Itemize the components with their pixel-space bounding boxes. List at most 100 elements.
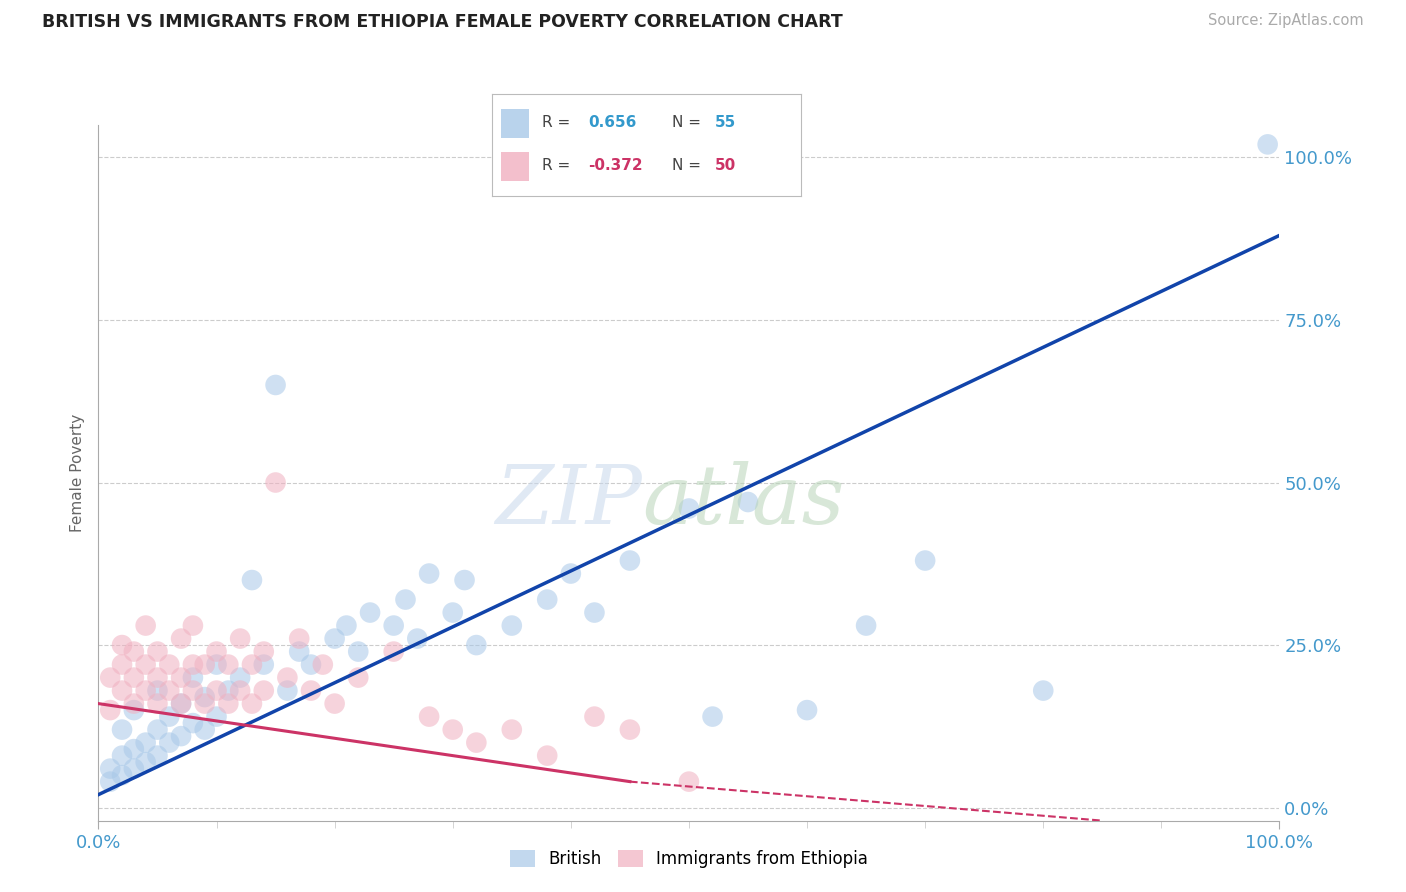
Point bbox=[288, 644, 311, 658]
Point bbox=[98, 762, 121, 776]
Point bbox=[560, 566, 582, 581]
Text: N =: N = bbox=[672, 115, 706, 130]
Point bbox=[181, 657, 204, 672]
Point bbox=[253, 683, 276, 698]
Point bbox=[335, 618, 357, 632]
Point bbox=[146, 671, 169, 685]
Point bbox=[122, 671, 145, 685]
Point bbox=[146, 697, 169, 711]
Point bbox=[347, 671, 370, 685]
Point bbox=[205, 709, 228, 723]
Point bbox=[135, 736, 157, 750]
Point bbox=[170, 729, 193, 743]
Point bbox=[135, 683, 157, 698]
Point bbox=[146, 683, 169, 698]
Point bbox=[240, 657, 263, 672]
Point bbox=[157, 709, 180, 723]
Point bbox=[157, 736, 180, 750]
Point bbox=[583, 709, 606, 723]
Y-axis label: Female Poverty: Female Poverty bbox=[70, 414, 86, 532]
Point bbox=[194, 690, 217, 704]
Point bbox=[619, 723, 641, 737]
Point bbox=[441, 606, 464, 620]
Point bbox=[264, 475, 287, 490]
Point bbox=[181, 618, 204, 632]
Point bbox=[229, 683, 252, 698]
Point bbox=[98, 703, 121, 717]
Point bbox=[122, 762, 145, 776]
Point bbox=[299, 683, 322, 698]
Point bbox=[194, 697, 217, 711]
Point bbox=[418, 709, 440, 723]
Point bbox=[619, 553, 641, 567]
Point bbox=[122, 703, 145, 717]
Point bbox=[501, 618, 523, 632]
Point bbox=[323, 632, 346, 646]
Point bbox=[170, 671, 193, 685]
Text: 50: 50 bbox=[714, 158, 737, 173]
Text: R =: R = bbox=[541, 115, 575, 130]
Point bbox=[111, 768, 134, 782]
Point bbox=[536, 748, 558, 763]
Point bbox=[217, 657, 239, 672]
Point bbox=[146, 723, 169, 737]
Point bbox=[98, 671, 121, 685]
Point bbox=[678, 774, 700, 789]
Point bbox=[394, 592, 416, 607]
Point bbox=[135, 618, 157, 632]
Point bbox=[205, 644, 228, 658]
Point bbox=[146, 644, 169, 658]
Point bbox=[276, 683, 298, 698]
Text: -0.372: -0.372 bbox=[588, 158, 643, 173]
Text: atlas: atlas bbox=[641, 460, 844, 541]
Text: 0.656: 0.656 bbox=[588, 115, 637, 130]
Point bbox=[205, 683, 228, 698]
Point bbox=[914, 553, 936, 567]
Point bbox=[465, 638, 488, 652]
Point bbox=[441, 723, 464, 737]
Point bbox=[205, 657, 228, 672]
Text: 55: 55 bbox=[714, 115, 737, 130]
FancyBboxPatch shape bbox=[502, 153, 529, 181]
Point bbox=[453, 573, 475, 587]
Point bbox=[276, 671, 298, 685]
Point bbox=[170, 632, 193, 646]
Point bbox=[157, 657, 180, 672]
Point bbox=[98, 774, 121, 789]
Point bbox=[418, 566, 440, 581]
Point bbox=[382, 618, 405, 632]
Point bbox=[359, 606, 381, 620]
Point bbox=[382, 644, 405, 658]
Point bbox=[146, 748, 169, 763]
Point bbox=[135, 755, 157, 769]
Text: N =: N = bbox=[672, 158, 706, 173]
Text: Source: ZipAtlas.com: Source: ZipAtlas.com bbox=[1208, 13, 1364, 29]
Point bbox=[323, 697, 346, 711]
Point bbox=[111, 638, 134, 652]
Point bbox=[264, 378, 287, 392]
Point bbox=[111, 723, 134, 737]
Point bbox=[217, 683, 239, 698]
Point bbox=[170, 697, 193, 711]
Point bbox=[181, 683, 204, 698]
Text: BRITISH VS IMMIGRANTS FROM ETHIOPIA FEMALE POVERTY CORRELATION CHART: BRITISH VS IMMIGRANTS FROM ETHIOPIA FEMA… bbox=[42, 13, 844, 31]
Point bbox=[181, 716, 204, 731]
Point bbox=[737, 495, 759, 509]
Point bbox=[501, 723, 523, 737]
Point bbox=[229, 632, 252, 646]
Point bbox=[194, 657, 217, 672]
Point bbox=[122, 742, 145, 756]
Point bbox=[299, 657, 322, 672]
Point bbox=[240, 573, 263, 587]
Point bbox=[583, 606, 606, 620]
Point bbox=[111, 657, 134, 672]
Point bbox=[678, 501, 700, 516]
Text: R =: R = bbox=[541, 158, 575, 173]
Point bbox=[465, 736, 488, 750]
Point bbox=[288, 632, 311, 646]
Point bbox=[194, 723, 217, 737]
Point bbox=[181, 671, 204, 685]
FancyBboxPatch shape bbox=[502, 109, 529, 137]
Point bbox=[157, 683, 180, 698]
Point bbox=[312, 657, 335, 672]
